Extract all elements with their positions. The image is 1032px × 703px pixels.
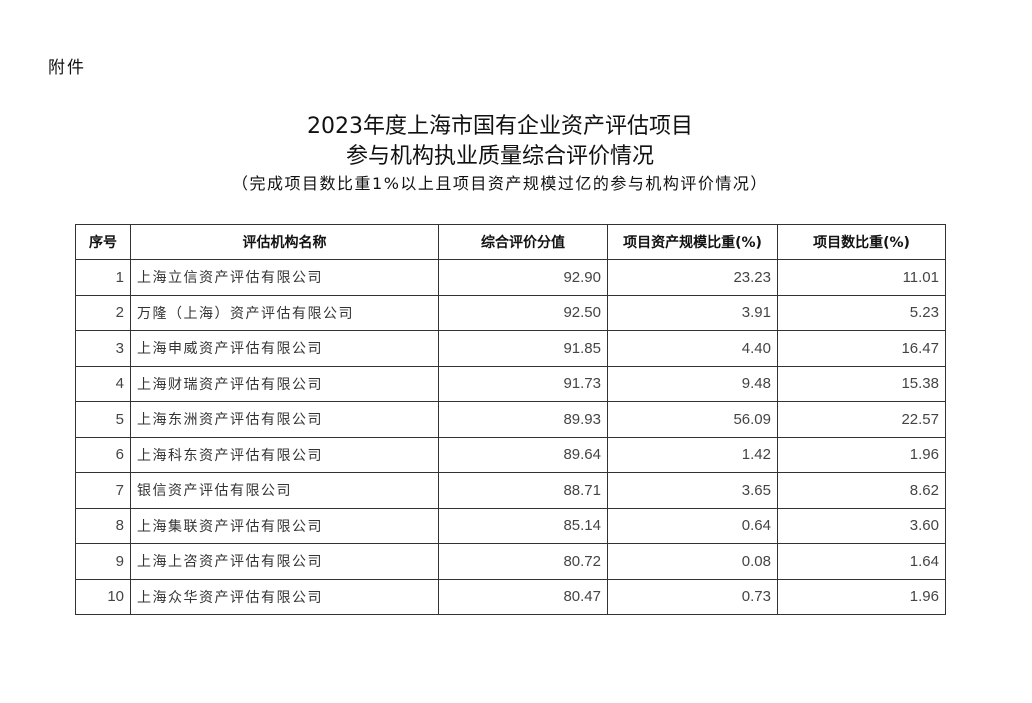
table-header-row: 序号 评估机构名称 综合评价分值 项目资产规模比重(%) 项目数比重(%): [75, 224, 946, 260]
score: 85.14: [438, 507, 608, 544]
institution-name: 银信资产评估有限公司: [130, 472, 439, 509]
project-share: 1.96: [777, 436, 946, 473]
table-row: 8 上海集联资产评估有限公司 85.14 0.64 3.60: [75, 507, 946, 544]
row-index: 5: [75, 401, 131, 438]
project-share: 22.57: [777, 401, 946, 438]
table-row: 10 上海众华资产评估有限公司 80.47 0.73 1.96: [75, 578, 946, 615]
row-index: 2: [75, 294, 131, 331]
score: 89.93: [438, 401, 608, 438]
row-index: 1: [75, 259, 131, 296]
title-line-2: 参与机构执业质量综合评价情况: [345, 144, 654, 169]
institution-name: 上海集联资产评估有限公司: [130, 507, 439, 544]
header-asset-share: 项目资产规模比重(%): [607, 224, 778, 260]
attachment-label: 附件: [48, 58, 86, 78]
project-share: 1.64: [777, 543, 946, 580]
project-share: 8.62: [777, 472, 946, 509]
score: 80.47: [438, 578, 608, 615]
institution-name: 上海东洲资产评估有限公司: [130, 401, 439, 438]
title-line-1: 2023年度上海市国有企业资产评估项目: [307, 114, 693, 139]
header-project-share: 项目数比重(%): [777, 224, 946, 260]
institution-name: 万隆（上海）资产评估有限公司: [130, 294, 439, 331]
row-index: 10: [75, 578, 131, 615]
table-row: 5 上海东洲资产评估有限公司 89.93 56.09 22.57: [75, 401, 946, 438]
asset-share: 56.09: [607, 401, 778, 438]
row-index: 6: [75, 436, 131, 473]
institution-name: 上海科东资产评估有限公司: [130, 436, 439, 473]
table-row: 1 上海立信资产评估有限公司 92.90 23.23 11.01: [75, 259, 946, 296]
project-share: 16.47: [777, 330, 946, 367]
asset-share: 0.64: [607, 507, 778, 544]
row-index: 3: [75, 330, 131, 367]
asset-share: 23.23: [607, 259, 778, 296]
asset-share: 1.42: [607, 436, 778, 473]
asset-share: 9.48: [607, 365, 778, 402]
table-row: 7 银信资产评估有限公司 88.71 3.65 8.62: [75, 472, 946, 509]
subtitle: （完成项目数比重1%以上且项目资产规模过亿的参与机构评价情况）: [232, 174, 768, 193]
asset-share: 0.73: [607, 578, 778, 615]
project-share: 5.23: [777, 294, 946, 331]
project-share: 15.38: [777, 365, 946, 402]
row-index: 8: [75, 507, 131, 544]
asset-share: 3.65: [607, 472, 778, 509]
header-name: 评估机构名称: [130, 224, 439, 260]
project-share: 1.96: [777, 578, 946, 615]
asset-share: 4.40: [607, 330, 778, 367]
score: 88.71: [438, 472, 608, 509]
table-row: 2 万隆（上海）资产评估有限公司 92.50 3.91 5.23: [75, 294, 946, 331]
project-share: 11.01: [777, 259, 946, 296]
score: 80.72: [438, 543, 608, 580]
header-index: 序号: [75, 224, 131, 260]
institution-name: 上海立信资产评估有限公司: [130, 259, 439, 296]
table-row: 4 上海财瑞资产评估有限公司 91.73 9.48 15.38: [75, 365, 946, 402]
table-row: 6 上海科东资产评估有限公司 89.64 1.42 1.96: [75, 436, 946, 473]
score: 89.64: [438, 436, 608, 473]
institution-name: 上海财瑞资产评估有限公司: [130, 365, 439, 402]
asset-share: 3.91: [607, 294, 778, 331]
score: 91.85: [438, 330, 608, 367]
row-index: 7: [75, 472, 131, 509]
table-row: 9 上海上咨资产评估有限公司 80.72 0.08 1.64: [75, 543, 946, 580]
header-score: 综合评价分值: [438, 224, 608, 260]
row-index: 9: [75, 543, 131, 580]
institution-name: 上海众华资产评估有限公司: [130, 578, 439, 615]
score: 92.90: [438, 259, 608, 296]
table-row: 3 上海申威资产评估有限公司 91.85 4.40 16.47: [75, 330, 946, 367]
project-share: 3.60: [777, 507, 946, 544]
score: 92.50: [438, 294, 608, 331]
institution-name: 上海申威资产评估有限公司: [130, 330, 439, 367]
asset-share: 0.08: [607, 543, 778, 580]
score: 91.73: [438, 365, 608, 402]
institution-name: 上海上咨资产评估有限公司: [130, 543, 439, 580]
row-index: 4: [75, 365, 131, 402]
